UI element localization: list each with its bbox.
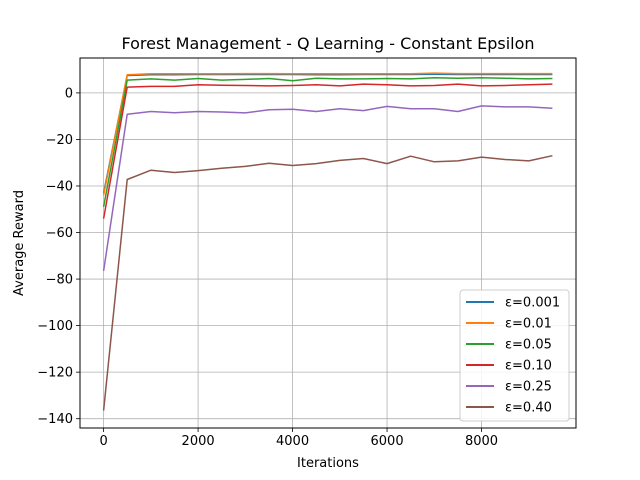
x-tick-label: 6000 bbox=[371, 434, 404, 449]
legend-entry: ε=0.25 bbox=[505, 380, 552, 395]
series-line bbox=[102, 77, 553, 208]
series-line bbox=[102, 83, 553, 219]
y-axis-ticks: 0 −20 −40 −60 −80 −100 −120 −140 bbox=[37, 86, 80, 427]
legend-entry: ε=0.05 bbox=[505, 338, 552, 353]
series-lines bbox=[102, 72, 553, 411]
plot-frame bbox=[79, 57, 577, 429]
x-axis-label: Iterations bbox=[297, 456, 359, 471]
x-tick-label: 4000 bbox=[276, 434, 309, 449]
y-tick-label: −20 bbox=[46, 133, 73, 148]
y-tick-label: 0 bbox=[65, 86, 73, 101]
y-tick-label: −140 bbox=[37, 412, 73, 427]
y-tick-label: −80 bbox=[46, 273, 73, 288]
x-axis-ticks: 0 2000 4000 6000 8000 bbox=[99, 428, 498, 449]
y-axis-label: Average Reward bbox=[12, 190, 27, 296]
chart-title: Forest Management - Q Learning - Constan… bbox=[121, 34, 534, 53]
series-line bbox=[102, 154, 553, 411]
legend-entry: ε=0.10 bbox=[505, 359, 552, 374]
legend-entry: ε=0.01 bbox=[505, 317, 552, 332]
x-tick-label: 0 bbox=[99, 434, 107, 449]
y-tick-label: −120 bbox=[37, 366, 73, 381]
legend-entry: ε=0.40 bbox=[505, 401, 552, 416]
series-line bbox=[102, 105, 553, 272]
series-line bbox=[102, 72, 553, 196]
x-tick-label: 2000 bbox=[182, 434, 215, 449]
legend: ε=0.001 ε=0.01 ε=0.05 ε=0.10 ε=0.25 ε=0.40 bbox=[459, 289, 570, 422]
y-tick-label: −60 bbox=[46, 226, 73, 241]
x-tick-label: 8000 bbox=[465, 434, 498, 449]
y-tick-label: −100 bbox=[37, 319, 73, 334]
y-tick-label: −40 bbox=[46, 179, 73, 194]
series-line bbox=[102, 73, 553, 194]
legend-entry: ε=0.001 bbox=[505, 296, 560, 311]
